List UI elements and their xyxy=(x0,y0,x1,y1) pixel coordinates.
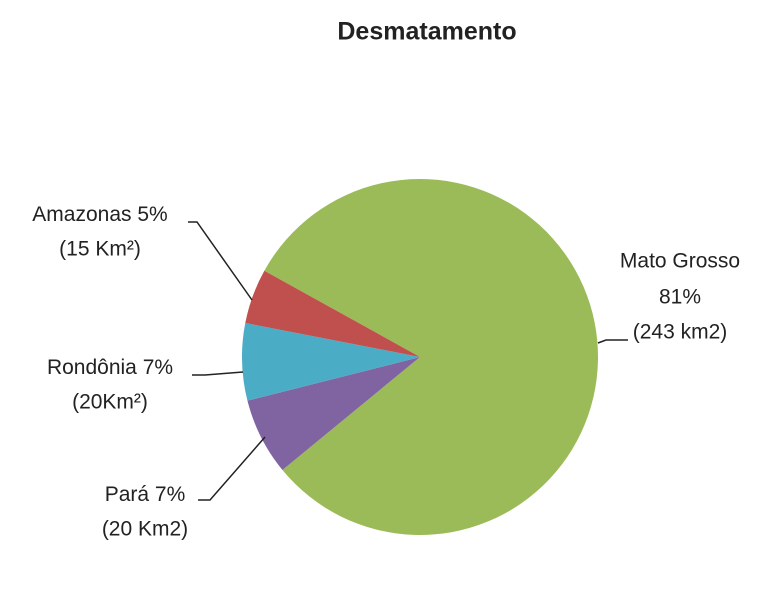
category-label: Rondônia xyxy=(47,356,137,379)
data-label: Pará 7% xyxy=(105,483,186,506)
pie-slice xyxy=(264,178,598,535)
category-label: Amazonas xyxy=(32,203,131,226)
area-label: (243 km2) xyxy=(633,321,728,344)
data-label: Rondônia 7% xyxy=(47,356,173,379)
pie-slice xyxy=(245,270,420,357)
value-label: 7% xyxy=(143,356,173,379)
category-label: Mato Grosso xyxy=(620,250,740,273)
pie-slice xyxy=(242,323,420,401)
leader-line xyxy=(198,436,266,501)
data-label: Amazonas 5% xyxy=(32,203,167,226)
pie-slice xyxy=(247,357,420,470)
leader-line xyxy=(597,339,628,344)
value-label: 5% xyxy=(137,203,167,226)
value-label: 7% xyxy=(155,483,185,506)
leader-line xyxy=(192,371,244,376)
area-label: (20Km²) xyxy=(72,391,148,414)
category-label: Pará xyxy=(105,483,150,506)
leader-line xyxy=(188,221,253,301)
area-label: (20 Km2) xyxy=(102,518,188,541)
area-label: (15 Km²) xyxy=(59,238,141,261)
value-label: 81% xyxy=(659,286,701,309)
chart-title: Desmatamento xyxy=(337,18,516,46)
